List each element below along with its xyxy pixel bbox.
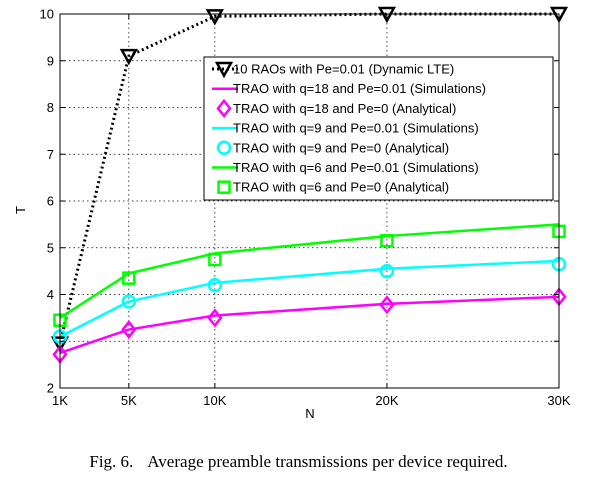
y-axis-label: T [13, 206, 28, 214]
legend-label-1: TRAO with q=18 and Pe=0.01 (Simulations) [233, 81, 486, 96]
data-point-series-4 [207, 277, 223, 293]
data-point-series-6 [380, 233, 394, 248]
legend-marker-4 [216, 140, 232, 156]
y-tick-label: 4 [47, 287, 54, 302]
legend-marker-0 [214, 61, 234, 79]
data-point-series-2 [121, 320, 137, 340]
y-tick-label: 10 [40, 7, 54, 22]
x-tick-label: 30K [547, 393, 570, 408]
data-point-series-2 [207, 308, 223, 328]
x-axis-label: N [305, 406, 314, 421]
y-tick-label: 2 [47, 381, 54, 396]
legend-marker-2 [216, 98, 232, 118]
legend-marker-6 [217, 180, 231, 194]
figure-caption: Fig. 6. Average preamble transmissions pe… [0, 452, 597, 472]
data-point-series-6 [208, 252, 222, 267]
x-tick-label: 10K [203, 393, 226, 408]
data-point-series-2 [379, 295, 395, 315]
legend-box [203, 56, 554, 201]
legend-label-5: TRAO with q=6 and Pe=0.01 (Simulations) [233, 160, 479, 175]
x-tick-label: 5K [121, 393, 137, 408]
legend-label-6: TRAO with q=6 and Pe=0 (Analytical) [233, 180, 449, 195]
ticks: 1K 5K 10K 20K 30K 2 4 5 6 7 8 9 10 [40, 7, 571, 409]
y-tick-label: 8 [47, 100, 54, 115]
y-tick-label: 7 [47, 147, 54, 162]
data-point-series-0 [119, 48, 138, 66]
series-line-1 [59, 295, 560, 355]
x-tick-label: 1K [52, 393, 68, 408]
data-point-series-6 [122, 271, 136, 285]
legend-label-2: TRAO with q=18 and Pe=0 (Analytical) [233, 101, 456, 116]
legend-label-3: TRAO with q=9 and Pe=0.01 (Simulations) [233, 121, 479, 136]
caption-text: Average preamble transmissions per devic… [147, 452, 508, 471]
data-point-series-0 [205, 9, 224, 26]
y-tick-label: 9 [47, 53, 54, 68]
data-point-series-4 [379, 263, 395, 279]
legend-label-0: 10 RAOs with Pe=0.01 (Dynamic LTE) [233, 62, 454, 77]
y-tick-label: 5 [47, 240, 54, 255]
chart: 1K 5K 10K 20K 30K 2 4 5 6 7 8 9 10 N T 10 RAOs with … [13, 7, 571, 422]
legend-label-4: TRAO with q=9 and Pe=0 (Analytical) [233, 140, 449, 155]
x-tick-label: 20K [375, 393, 398, 408]
y-tick-label: 6 [47, 194, 54, 209]
series-line-3 [59, 259, 560, 338]
caption-label: Fig. 6. [89, 452, 134, 471]
data-point-series-4 [121, 294, 137, 309]
legend: 10 RAOs with Pe=0.01 (Dynamic LTE) TRAO w… [203, 56, 554, 201]
